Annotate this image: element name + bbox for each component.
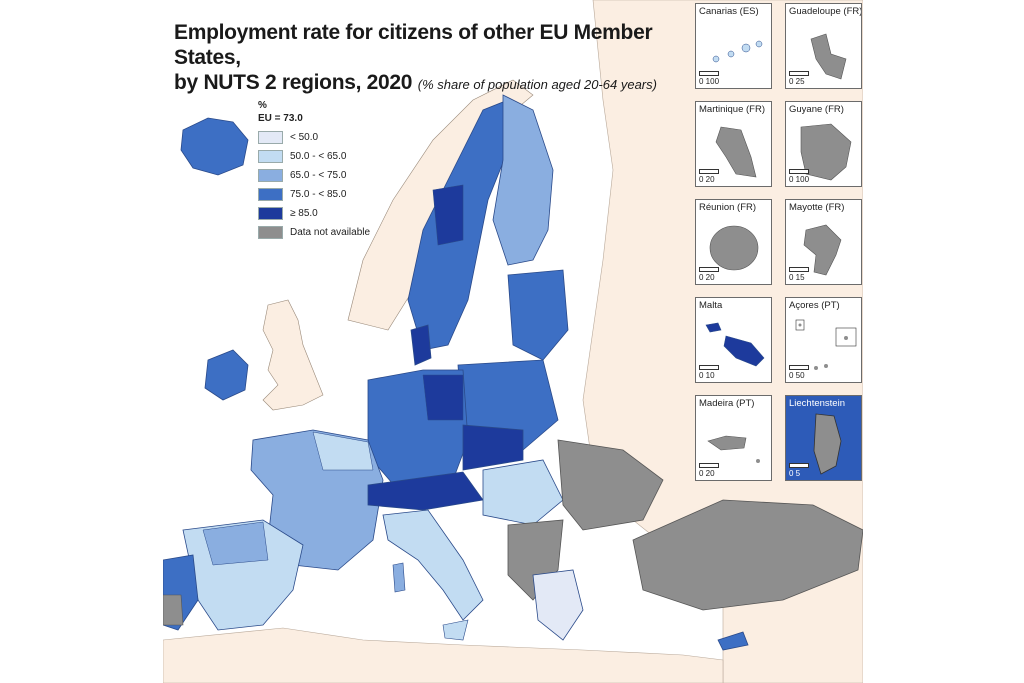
inset-scale-label: 0 20 — [699, 175, 715, 184]
legend-label: < 50.0 — [290, 132, 319, 143]
inset-scale-bar — [789, 267, 809, 272]
inset-canarias-shape — [712, 40, 763, 63]
finland — [492, 94, 554, 266]
inset-malta-shape — [705, 322, 765, 367]
portugal-south-no-data — [163, 594, 184, 626]
legend-swatch — [258, 188, 283, 201]
inset-label: Liechtenstein — [789, 398, 845, 409]
legend-unit: % — [258, 100, 267, 111]
ireland — [204, 349, 249, 401]
inset-label: Açores (PT) — [789, 300, 840, 311]
inset-label: Madeira (PT) — [699, 398, 755, 409]
inset-guyane-shape — [800, 123, 852, 181]
inset-scale-label: 0 20 — [699, 469, 715, 478]
greece — [532, 569, 584, 641]
inset-liechtenstein: Liechtenstein 0 5 — [785, 395, 862, 481]
inset-madeira-shape — [707, 435, 760, 463]
turkey-no-data — [632, 499, 863, 611]
sardinia — [392, 562, 406, 593]
ukraine-no-data — [557, 439, 664, 531]
inset-scale-bar — [789, 365, 809, 370]
legend-swatch — [258, 169, 283, 182]
inset-scale-label: 0 100 — [789, 175, 810, 184]
legend-eu-average: EU = 73.0 — [258, 113, 303, 124]
inset-scale-bar — [699, 71, 719, 76]
inset-guyane: Guyane (FR) 0 100 — [785, 101, 862, 187]
inset-scale-label: 0 5 — [789, 469, 801, 478]
cyprus — [717, 631, 749, 651]
legend-item: ≥ 85.0 — [258, 204, 370, 223]
inset-reunion: Réunion (FR) 0 20 — [695, 199, 772, 285]
legend-label: 75.0 - < 85.0 — [290, 189, 347, 200]
inset-label: Martinique (FR) — [699, 104, 765, 115]
sweden-north-region — [432, 184, 464, 246]
inset-scale-bar — [699, 365, 719, 370]
france-north-regions — [312, 431, 374, 471]
inset-label: Canarias (ES) — [699, 6, 759, 17]
inset-acores-shape — [795, 319, 857, 370]
iceland — [180, 117, 249, 176]
title-line-1: Employment rate for citizens of other EU… — [174, 21, 653, 69]
inset-scale-label: 0 10 — [699, 371, 715, 380]
inset-guadeloupe-shape — [810, 33, 847, 80]
legend-item: 75.0 - < 85.0 — [258, 185, 370, 204]
inset-scale-bar — [789, 71, 809, 76]
inset-scale-label: 0 100 — [699, 77, 720, 86]
map-legend: % EU = 73.0 < 50.0 50.0 - < 65.0 65.0 - … — [258, 99, 370, 242]
italy — [382, 509, 484, 621]
inset-scale-bar — [789, 463, 809, 468]
inset-liechtenstein-shape — [786, 396, 861, 480]
inset-label: Réunion (FR) — [699, 202, 757, 213]
switzerland-austria — [367, 471, 484, 511]
inset-scale-label: 0 20 — [699, 273, 715, 282]
germany-east-regions — [422, 374, 464, 421]
title-line-2-text: by NUTS 2 regions, 2020 — [174, 71, 413, 94]
legend-item: 50.0 - < 65.0 — [258, 147, 370, 166]
legend-label: 65.0 - < 75.0 — [290, 170, 347, 181]
hungary-romania — [482, 459, 564, 526]
inset-mayotte-shape — [803, 224, 842, 276]
denmark — [410, 324, 432, 366]
non-eu-land-africa — [163, 627, 724, 683]
inset-label: Malta — [699, 300, 723, 311]
inset-reunion-shape — [709, 225, 759, 271]
inset-scale-label: 0 15 — [789, 273, 805, 282]
inset-malta: Malta 0 10 — [695, 297, 772, 383]
inset-martinique: Martinique (FR) 0 20 — [695, 101, 772, 187]
legend-label: Data not available — [290, 227, 371, 238]
inset-canarias: Canarias (ES) 0 100 — [695, 3, 772, 89]
legend-swatch — [258, 207, 283, 220]
inset-scale-label: 0 50 — [789, 371, 805, 380]
legend-swatch — [258, 150, 283, 163]
inset-martinique-shape — [715, 126, 757, 178]
baltic-states — [507, 269, 569, 361]
uk-land — [262, 299, 324, 411]
sicily — [442, 619, 469, 641]
legend-item: Data not available — [258, 223, 370, 242]
inset-label: Guadeloupe (FR) — [789, 6, 862, 17]
legend-swatch — [258, 226, 283, 239]
inset-madeira: Madeira (PT) 0 20 — [695, 395, 772, 481]
legend-item: 65.0 - < 75.0 — [258, 166, 370, 185]
map-title: Employment rate for citizens of other EU… — [174, 20, 694, 97]
inset-mayotte: Mayotte (FR) 0 15 — [785, 199, 862, 285]
legend-swatch — [258, 131, 283, 144]
inset-label: Mayotte (FR) — [789, 202, 845, 213]
inset-guadeloupe: Guadeloupe (FR) 0 25 — [785, 3, 862, 89]
inset-scale-label: 0 25 — [789, 77, 805, 86]
inset-scale-bar — [699, 463, 719, 468]
inset-acores: Açores (PT) 0 50 — [785, 297, 862, 383]
inset-scale-bar — [789, 169, 809, 174]
title-line-2: by NUTS 2 regions, 2020 (% share of popu… — [174, 70, 694, 97]
legend-label: 50.0 - < 65.0 — [290, 151, 347, 162]
inset-scale-bar — [699, 169, 719, 174]
spain-north-regions — [202, 521, 269, 566]
czechia-slovakia — [462, 424, 524, 471]
legend-item: < 50.0 — [258, 128, 370, 147]
inset-scale-bar — [699, 267, 719, 272]
inset-label: Guyane (FR) — [789, 104, 844, 115]
legend-label: ≥ 85.0 — [290, 208, 318, 219]
title-subtitle: (% share of population aged 20-64 years) — [417, 77, 657, 92]
